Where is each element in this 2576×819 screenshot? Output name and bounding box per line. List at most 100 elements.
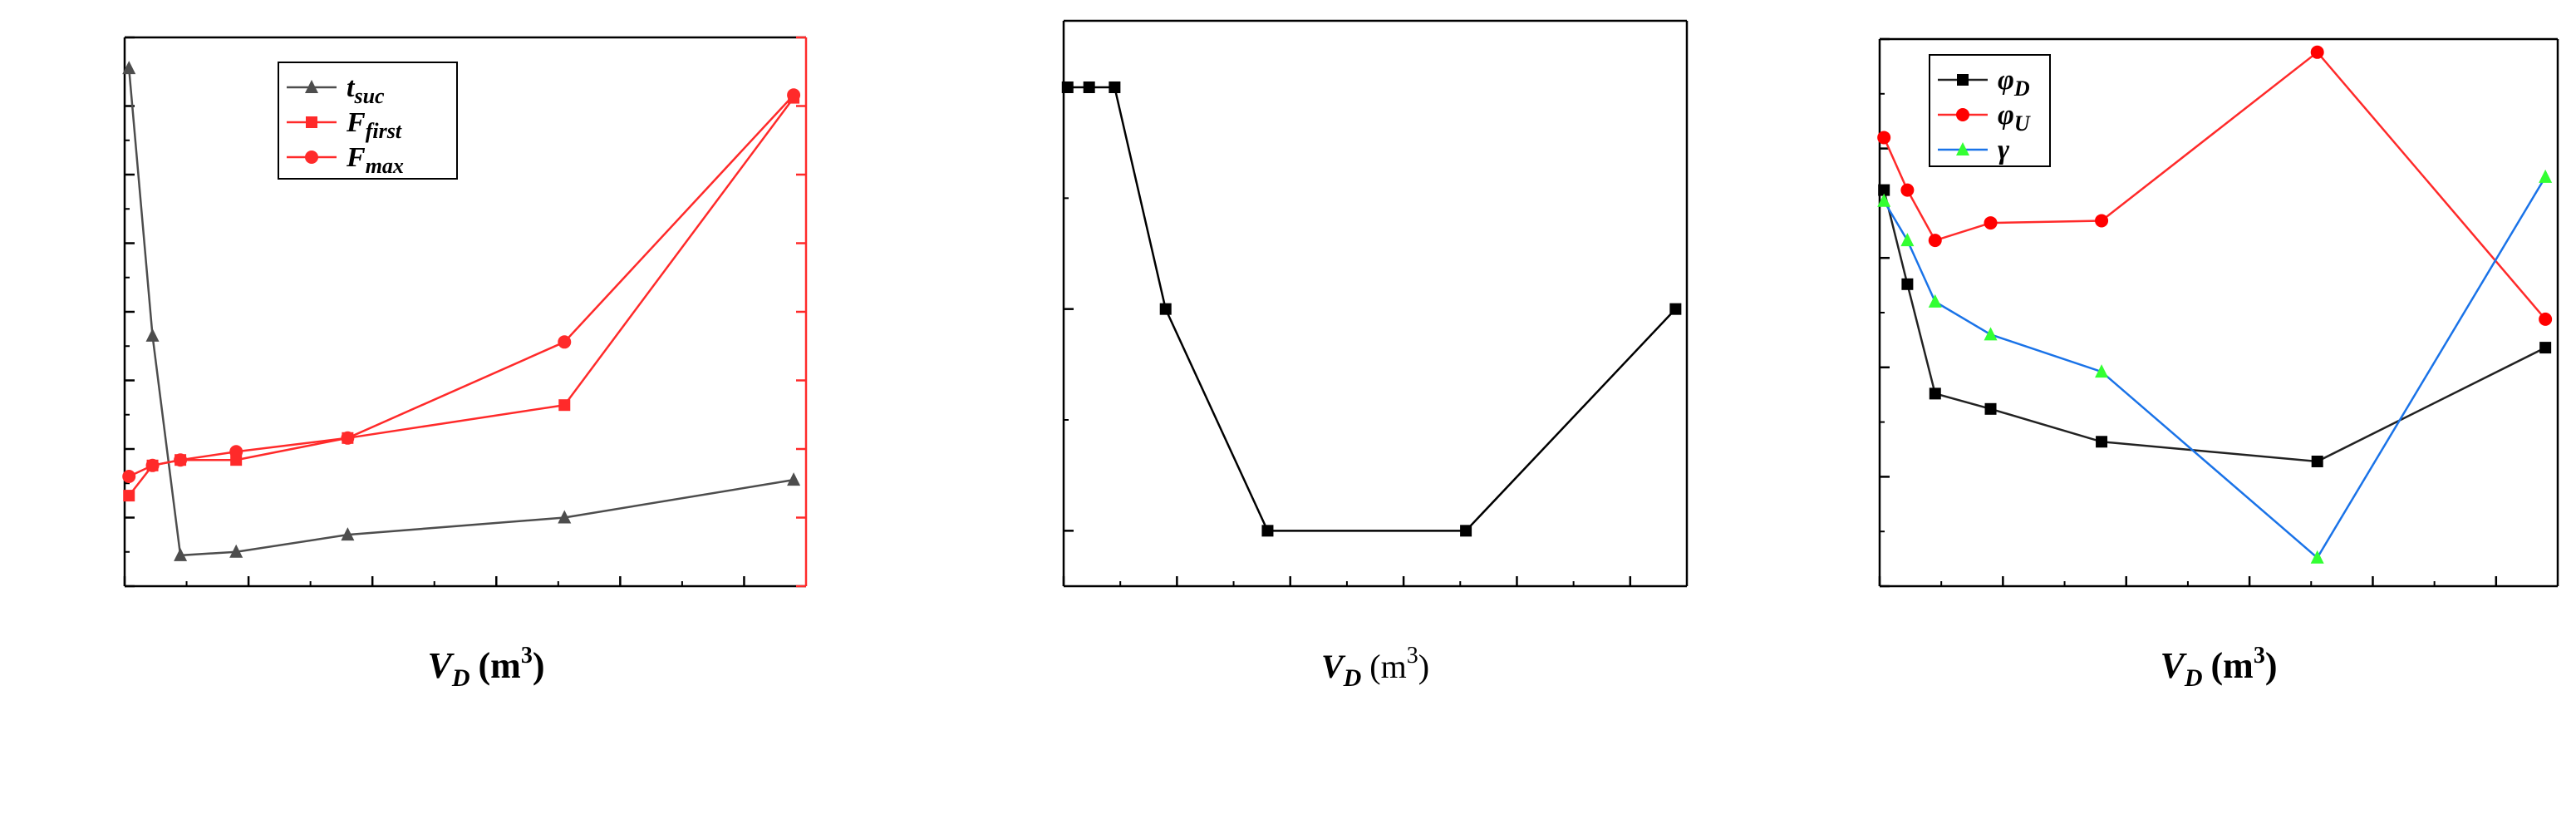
data-point <box>1878 184 1890 196</box>
series-0 <box>122 61 801 561</box>
data-point <box>1928 234 1942 248</box>
data-point <box>2095 364 2109 378</box>
data-point <box>1083 81 1095 93</box>
data-point <box>1984 216 1998 230</box>
legend-marker <box>1957 74 1969 86</box>
text-part: U <box>2014 111 2031 136</box>
legend-item: γ <box>1938 135 2010 165</box>
text-part: 3 <box>2254 643 2265 669</box>
series-line <box>1882 190 2546 463</box>
data-point <box>2539 169 2553 183</box>
data-point <box>558 399 571 412</box>
text-part: ) <box>2265 645 2278 686</box>
data-point <box>1929 387 1941 400</box>
data-point <box>341 431 355 445</box>
x-axis-title: VD (m3) <box>2161 643 2278 692</box>
data-point <box>2539 342 2552 354</box>
legend-marker <box>1956 142 1969 155</box>
data-point <box>1900 183 1915 197</box>
legend-item: Ffirst <box>287 107 402 143</box>
text-part: D <box>2013 76 2030 101</box>
series-line <box>1883 176 2547 560</box>
data-point <box>1984 327 1998 341</box>
text-part: ) <box>533 645 545 686</box>
text-part: D <box>1343 664 1362 692</box>
data-point <box>2095 214 2109 228</box>
legend-label: φU <box>1998 100 2031 136</box>
data-point <box>1159 303 1172 315</box>
text-part: 3 <box>1407 643 1418 669</box>
text-part: max <box>366 154 404 178</box>
data-point <box>122 470 136 483</box>
legend-item: Fmax <box>287 142 404 178</box>
data-point <box>1877 193 1891 207</box>
series-1 <box>123 91 800 502</box>
data-point <box>229 445 243 459</box>
series-2 <box>122 88 801 483</box>
chart-panel-a: VD (m3) <box>122 36 808 692</box>
text-part: first <box>366 119 402 143</box>
data-point <box>1900 233 1915 247</box>
chart-panel-b: VD (m3) <box>1061 19 1689 692</box>
legend-item: φD <box>1938 65 2030 101</box>
data-point <box>558 510 572 524</box>
data-point <box>122 61 136 75</box>
data-point <box>1984 402 1997 415</box>
text-part: 3 <box>521 643 533 669</box>
legend-label: Ffirst <box>346 107 402 143</box>
data-point <box>174 547 188 561</box>
data-point <box>2310 45 2324 59</box>
data-point <box>2096 436 2108 448</box>
legend-box <box>1929 54 2051 167</box>
legend-label: tsuc <box>347 72 385 108</box>
chart-panel-c: VD (m3) <box>1877 37 2559 692</box>
data-point <box>1061 81 1074 93</box>
text-part: (m <box>1369 648 1406 685</box>
data-point <box>1261 525 1274 537</box>
data-point <box>341 527 355 541</box>
text-part: V <box>428 645 455 686</box>
legend-label: γ <box>1998 135 2010 165</box>
data-point <box>2311 455 2323 467</box>
data-point <box>787 472 801 486</box>
series-line <box>127 68 794 557</box>
series-1 <box>1877 45 2553 326</box>
data-point <box>123 490 135 502</box>
legend-marker <box>305 150 318 164</box>
data-point <box>145 328 160 342</box>
data-point <box>174 453 188 467</box>
text-part: φ <box>1998 100 2014 131</box>
text-part: t <box>347 72 356 103</box>
data-point <box>558 335 572 349</box>
legend-item: tsuc <box>287 72 385 108</box>
data-point <box>145 458 160 472</box>
text-part: D <box>2184 664 2203 692</box>
text-part: F <box>346 107 366 138</box>
series-line <box>128 96 795 496</box>
data-point <box>2539 312 2553 326</box>
legend-label: Fmax <box>346 142 404 178</box>
text-part: ) <box>1418 648 1429 685</box>
x-axis-title: VD (m3) <box>428 643 545 692</box>
legend-marker <box>306 116 317 128</box>
series-line <box>128 94 795 478</box>
data-point <box>1460 525 1472 537</box>
text-part: (m <box>479 645 521 686</box>
text-part: F <box>346 142 366 173</box>
text-part: suc <box>353 84 385 108</box>
legend-item: φU <box>1938 100 2031 136</box>
series-0 <box>1061 81 1682 537</box>
legend-marker <box>305 80 318 93</box>
text-part: φ <box>1998 65 2014 96</box>
text-part: V <box>1321 648 1346 685</box>
text-part: D <box>451 664 470 692</box>
data-point <box>2310 550 2324 564</box>
text-part: V <box>2161 645 2188 686</box>
data-point <box>229 544 243 558</box>
series-2 <box>1877 169 2553 564</box>
text-part: γ <box>1998 135 2010 165</box>
x-axis-title: VD (m3) <box>1321 643 1429 692</box>
